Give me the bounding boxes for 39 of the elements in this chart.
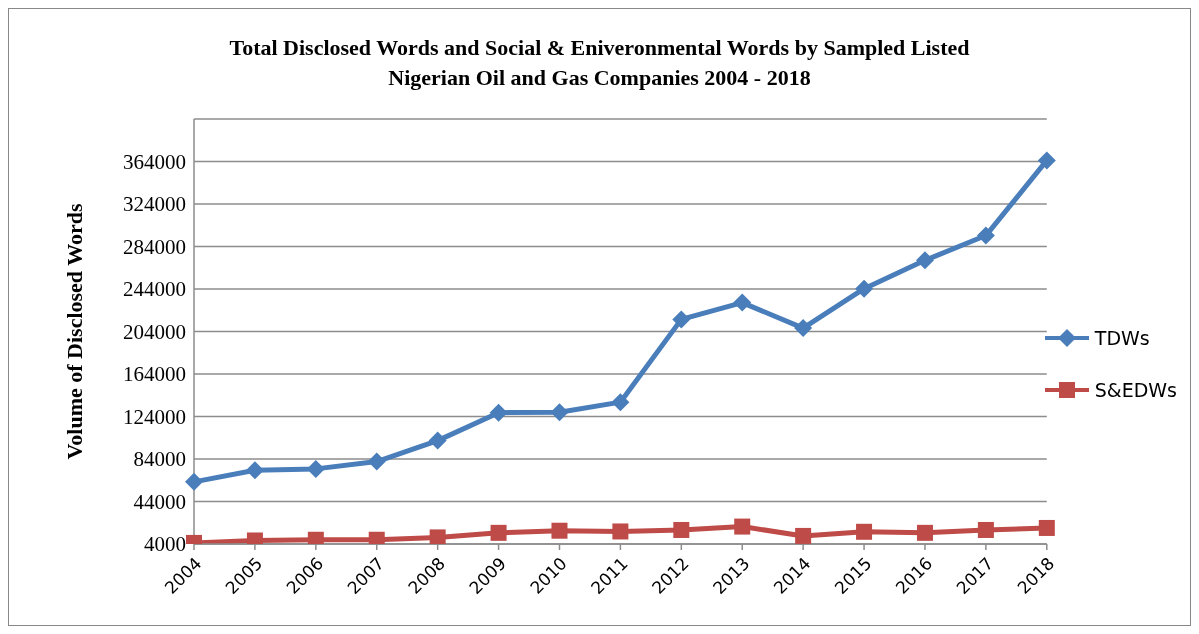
y-tick-label: 244000 [123, 277, 186, 302]
point [795, 527, 812, 544]
point [1038, 519, 1055, 536]
point [185, 472, 203, 491]
y-tick-label: 324000 [123, 192, 186, 217]
point [490, 524, 507, 541]
y-axis-title: Volume of Disclosed Words [61, 203, 87, 460]
y-tick-label: 364000 [123, 149, 186, 174]
point [977, 521, 994, 538]
y-tick-label: 124000 [123, 404, 186, 429]
legend-label: TDWs [1094, 327, 1150, 349]
point [734, 518, 751, 535]
point [856, 523, 873, 540]
y-tick-label: 284000 [123, 234, 186, 259]
point [612, 523, 629, 540]
chart-title: Total Disclosed Words and Social & Eniveronmental Words by Sampled Listed Nigerian Oil and Gas Companies 2004 - 2018 [228, 34, 971, 92]
point [733, 293, 752, 312]
point [915, 251, 934, 270]
point [976, 226, 995, 245]
point [1037, 151, 1056, 170]
y-tick-label: 164000 [123, 362, 186, 387]
point [672, 310, 691, 329]
y-tick-label: 4000 [144, 532, 186, 557]
point [489, 403, 508, 422]
y-tick-label: 84000 [133, 447, 186, 472]
point [550, 403, 569, 422]
point [611, 393, 630, 412]
point [855, 279, 874, 298]
point [794, 319, 813, 338]
legend-label: S&EDWs [1094, 379, 1177, 401]
point [428, 431, 447, 450]
point [367, 452, 386, 471]
point [673, 521, 690, 538]
y-tick-label: 44000 [133, 489, 186, 514]
point [245, 461, 264, 480]
point [916, 524, 933, 541]
y-tick-label: 204000 [123, 319, 186, 344]
point [429, 529, 446, 544]
point [551, 522, 568, 539]
